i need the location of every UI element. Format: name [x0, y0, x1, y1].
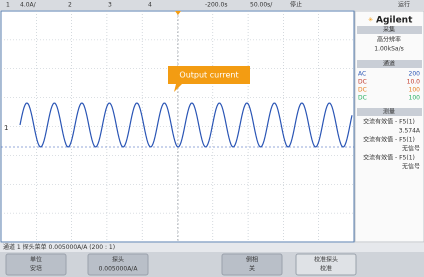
top-bar-item: 50.00s/ — [250, 2, 273, 9]
top-bar-item: 运行 — [398, 1, 410, 9]
softkey-value: 安培 — [30, 265, 42, 273]
channel-value: 100 — [409, 95, 421, 102]
channel-coupling: DC — [358, 79, 367, 86]
softkey-label: 校准探头 — [314, 256, 338, 264]
brand: Agilent — [376, 16, 413, 26]
softkey-value: 0.005000A/A — [99, 266, 139, 273]
top-bar-item: 4 — [148, 2, 152, 9]
status-text: 通道 1 探头菜单 0.005000A/A (200 : 1) — [3, 243, 115, 251]
channel-value: 10.0 — [407, 79, 421, 86]
panel-line: 交流有效值 - F5(1) — [363, 136, 415, 144]
top-bar-item: 1 — [6, 2, 10, 9]
top-bar-item: 3 — [108, 2, 112, 9]
top-bar-item: 2 — [68, 2, 72, 9]
softkey-label: 探头 — [112, 256, 124, 264]
section-title: 通道 — [383, 60, 395, 68]
section-title: 采集 — [383, 26, 395, 34]
channel-coupling: DC — [358, 87, 367, 94]
section-title: 测量 — [383, 108, 395, 116]
softkey-label: 单位 — [30, 256, 42, 264]
channel-value: 200 — [409, 71, 421, 78]
softkey-value: 关 — [249, 265, 255, 273]
annotation: Output current — [179, 71, 238, 80]
logo-mark: ✳ — [368, 17, 373, 24]
panel-line: 高分辨率 — [377, 36, 401, 44]
channel-value: 100 — [409, 87, 421, 94]
panel-line: 无信号 — [402, 163, 420, 171]
panel-line: 交流有效值 - F5(1) — [363, 118, 415, 126]
panel-line: 1.00kSa/s — [374, 46, 403, 53]
channel-coupling: DC — [358, 95, 367, 102]
softkey-label: 倒相 — [246, 256, 258, 264]
top-bar-item: 停止 — [290, 1, 302, 9]
top-bar-item: -200.0s — [205, 2, 227, 9]
panel-line: 无信号 — [402, 145, 420, 153]
top-bar-item: 4.0A/ — [20, 2, 37, 9]
panel-line: 交流有效值 - F5(1) — [363, 154, 415, 162]
channel-marker: 1 — [4, 124, 8, 132]
softkey-value: 校准 — [320, 265, 332, 273]
channel-coupling: AC — [358, 71, 366, 78]
panel-line: 3.574A — [399, 128, 421, 135]
oscilloscope-screen: 1 Output current ✳ Agilent 1 4.0A/2 3 4 -200… — [0, 0, 424, 277]
